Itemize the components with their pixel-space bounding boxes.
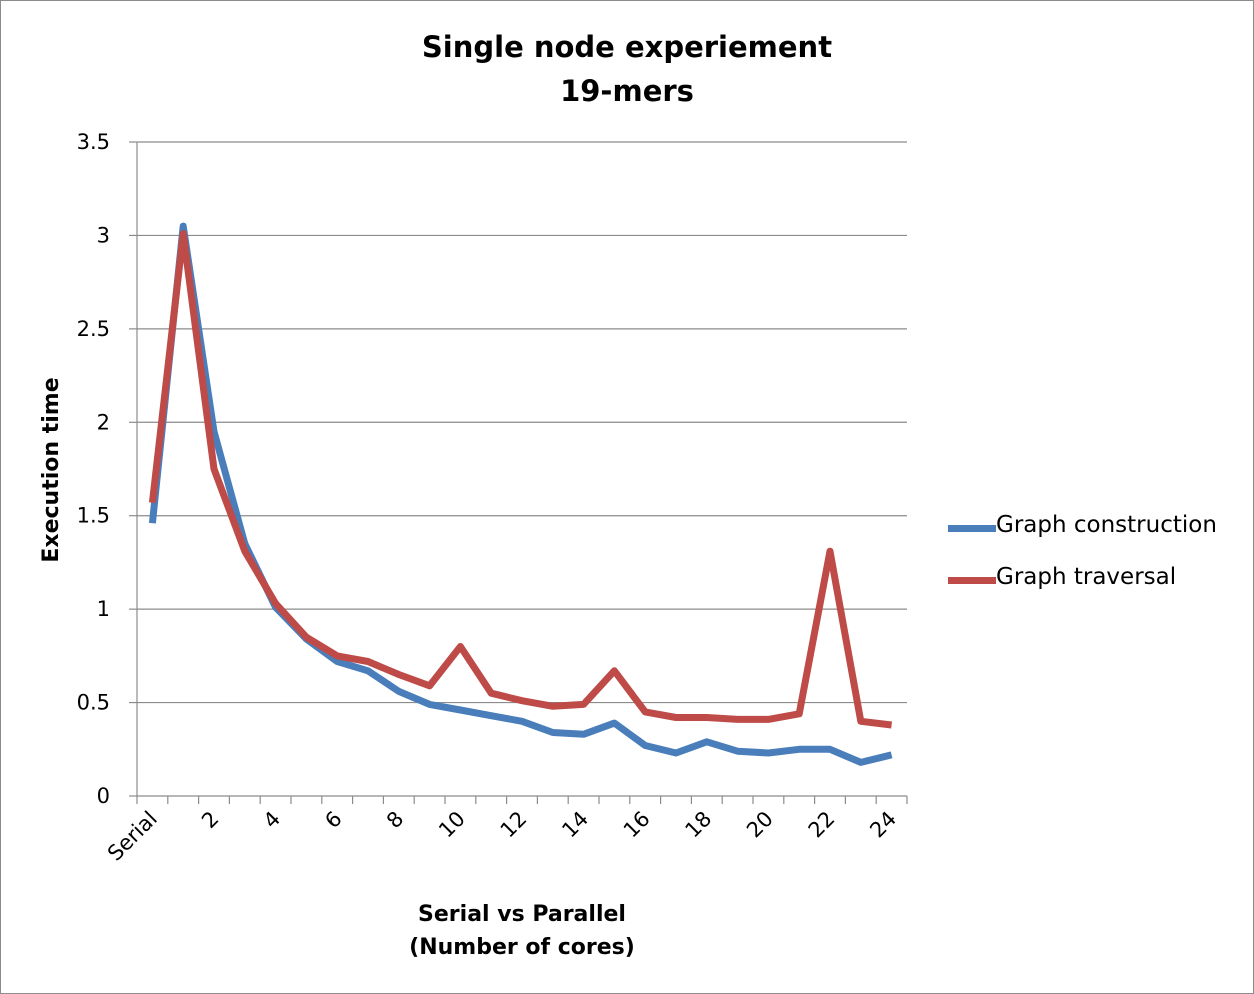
y-tick-label: 2.5 <box>77 317 110 341</box>
y-tick-labels: 0 0.5 1 1.5 2 2.5 3 3.5 <box>77 130 110 808</box>
y-tick-label: 2 <box>97 410 110 434</box>
y-tick-label: 3.5 <box>77 130 110 154</box>
legend-item-graph-construction: Graph construction <box>948 512 1248 542</box>
x-axis-label-2: (Number of cores) <box>409 935 635 960</box>
x-tick-label: 22 <box>804 807 840 843</box>
y-tick-label: 0 <box>97 784 110 808</box>
x-tick-label: Serial <box>103 807 162 866</box>
x-tick-label: 12 <box>496 807 532 843</box>
legend-swatch-graph-traversal <box>948 577 996 584</box>
y-tick-label: 0.5 <box>77 691 110 715</box>
x-tick-label: 4 <box>259 807 285 833</box>
x-tick-label: 20 <box>742 807 778 843</box>
x-axis-label: Serial vs Parallel <box>418 902 626 927</box>
x-tick-label: 18 <box>680 807 716 843</box>
chart-subtitle: 19-mers <box>560 74 694 108</box>
legend-item-graph-traversal: Graph traversal <box>948 564 1248 594</box>
chart-title: Single node experiement <box>421 30 833 64</box>
legend-label-graph-construction: Graph construction <box>996 512 1217 538</box>
legend-label-graph-traversal: Graph traversal <box>996 564 1177 590</box>
x-tick-labels: Serial 2 4 6 8 10 12 14 16 18 20 22 24 <box>103 807 901 866</box>
x-tick-label: 8 <box>382 807 408 833</box>
series-lines <box>148 222 893 766</box>
x-tick-label: 10 <box>434 807 470 843</box>
y-tick-label: 3 <box>97 223 110 247</box>
y-axis-label: Execution time <box>39 377 64 562</box>
legend-swatch-graph-construction <box>948 525 996 532</box>
x-tick-label: 6 <box>320 807 346 833</box>
gridlines <box>137 141 907 704</box>
x-tick-label: 16 <box>619 807 655 843</box>
y-tick-label: 1 <box>97 597 110 621</box>
x-tick-label: 2 <box>197 807 223 833</box>
y-tick-label: 1.5 <box>77 504 110 528</box>
axes <box>129 141 908 804</box>
series-line-graph-construction <box>148 222 893 766</box>
series-line-graph-traversal <box>148 230 893 729</box>
x-tick-label: 14 <box>557 807 593 843</box>
x-tick-label: 24 <box>865 807 901 843</box>
